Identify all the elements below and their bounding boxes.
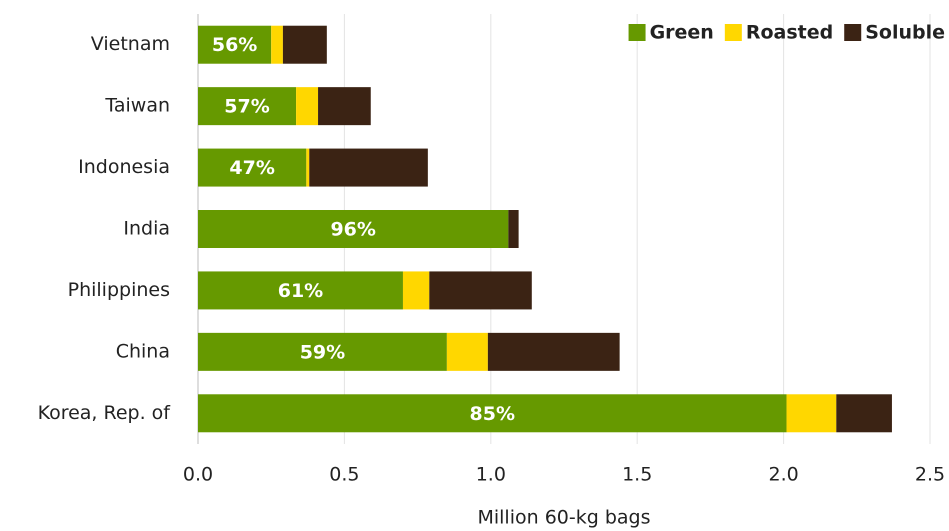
bar-segment: [198, 394, 787, 433]
x-axis-title: Million 60-kg bags: [477, 507, 650, 529]
share-label: 96%: [330, 219, 375, 241]
bar-segment: [508, 210, 519, 248]
share-label: 47%: [229, 157, 274, 179]
x-tick-label: 1.5: [622, 464, 652, 486]
bar-segment: [487, 332, 620, 371]
bar-segment: [318, 87, 371, 126]
y-tick-label: Vietnam: [91, 33, 170, 55]
legend-label: Soluble: [865, 22, 945, 44]
bar-segment: [198, 210, 509, 248]
share-label: 56%: [212, 34, 257, 56]
bar-segment: [198, 87, 297, 126]
y-tick-label: India: [123, 218, 170, 240]
bar-segment: [309, 148, 428, 187]
y-tick-label: Philippines: [68, 279, 170, 301]
bar-segment: [402, 271, 430, 310]
legend-swatch: [844, 24, 862, 41]
bar-segment: [446, 332, 488, 371]
bar-segment: [198, 25, 272, 64]
bar-segment: [198, 332, 447, 371]
legend-label: Roasted: [746, 22, 833, 44]
share-label: 85%: [470, 403, 515, 425]
bar-segment: [198, 271, 403, 310]
x-tick-label: 1.0: [476, 464, 506, 486]
bar-segment: [271, 25, 283, 64]
y-tick-label: Korea, Rep. of: [38, 402, 172, 424]
share-label: 61%: [278, 280, 323, 302]
y-tick-label: Indonesia: [78, 156, 170, 178]
share-label: 59%: [300, 341, 345, 363]
bar-segment: [836, 394, 892, 433]
bar-segment: [306, 148, 310, 187]
legend-swatch: [628, 24, 646, 41]
bar-segment: [282, 25, 327, 64]
legend-label: Green: [650, 22, 714, 44]
x-tick-label: 0.5: [329, 464, 359, 486]
bar-segment: [786, 394, 837, 433]
y-tick-label: Taiwan: [104, 95, 170, 117]
x-tick-label: 2.0: [768, 464, 798, 486]
y-tick-label: China: [116, 340, 170, 362]
x-tick-label: 2.5: [915, 464, 945, 486]
x-tick-label: 0.0: [183, 464, 213, 486]
bar-segment: [198, 148, 307, 187]
bar-segment: [429, 271, 532, 310]
legend-swatch: [724, 24, 742, 41]
bar-segment: [296, 87, 319, 126]
share-label: 57%: [224, 96, 269, 118]
